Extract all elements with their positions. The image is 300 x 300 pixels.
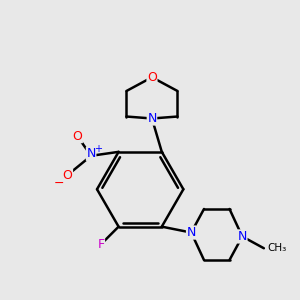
Text: N: N — [86, 147, 96, 160]
Text: N: N — [187, 226, 196, 239]
Text: N: N — [238, 230, 247, 243]
Text: O: O — [147, 71, 157, 84]
Text: N: N — [147, 112, 157, 125]
Text: F: F — [98, 238, 104, 251]
Text: O: O — [63, 169, 73, 182]
Text: +: + — [94, 144, 102, 154]
Text: −: − — [53, 177, 64, 190]
Text: CH₃: CH₃ — [267, 243, 286, 253]
Text: O: O — [72, 130, 82, 143]
